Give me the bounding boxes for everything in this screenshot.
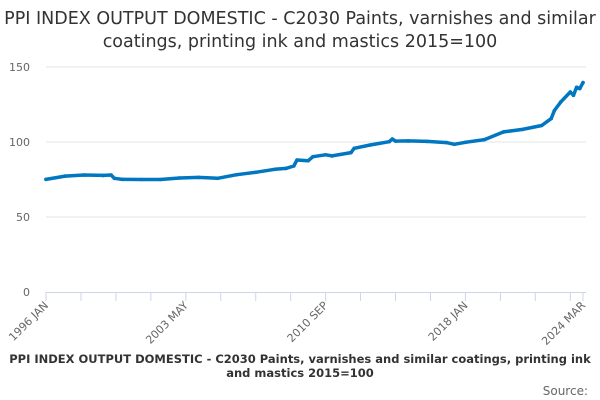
data-point	[349, 150, 353, 155]
data-point	[368, 143, 372, 147]
data-point	[463, 140, 468, 145]
data-point	[578, 86, 582, 91]
data-point	[549, 116, 554, 121]
source-label: Source:	[542, 384, 588, 398]
y-tick-label: 0	[23, 286, 30, 299]
data-point	[253, 170, 258, 175]
data-point	[352, 146, 357, 151]
data-point	[574, 85, 579, 90]
data-point	[272, 167, 277, 172]
data-point	[292, 164, 296, 168]
line-chart: 0 50 100 150 1996 JAN 2003 MAY 2010 SEP 2018 JA…	[6, 61, 588, 348]
data-point	[323, 152, 328, 157]
x-tick-label: 2018 JAN	[426, 299, 471, 344]
data-point	[101, 173, 105, 178]
data-point	[425, 139, 430, 144]
data-point	[482, 137, 487, 142]
x-tick-label: 1996 JAN	[6, 299, 51, 344]
data-point	[306, 158, 310, 163]
data-point	[520, 127, 525, 132]
data-point	[158, 177, 163, 182]
data-point	[390, 137, 395, 141]
data-point	[387, 139, 391, 144]
y-tick-label: 150	[9, 61, 30, 74]
x-tick-label: 2024 MAR	[539, 299, 588, 348]
y-tick-label: 50	[16, 211, 30, 224]
data-point	[571, 93, 576, 98]
data-point	[284, 166, 288, 171]
data-point	[552, 108, 557, 113]
data-point	[63, 174, 67, 178]
data-point	[112, 176, 117, 181]
data-point	[311, 154, 315, 159]
data-point	[196, 175, 201, 180]
data-point	[558, 100, 563, 104]
x-tick-label: 2003 MAY	[143, 299, 191, 347]
data-point	[139, 177, 144, 182]
data-point	[539, 123, 544, 128]
data-point	[215, 176, 220, 181]
data-point	[444, 140, 449, 145]
data-point	[568, 90, 573, 94]
data-point	[120, 177, 125, 182]
data-point	[295, 158, 299, 162]
x-tick-label: 2010 SEP	[285, 299, 331, 345]
data-point	[234, 172, 239, 177]
y-tick-label: 100	[9, 136, 30, 149]
data-point	[581, 80, 585, 85]
data-point	[501, 130, 506, 134]
data-point	[177, 176, 182, 180]
data-point	[330, 154, 334, 158]
data-point	[82, 173, 86, 177]
data-point	[406, 139, 411, 143]
data-point	[109, 173, 113, 177]
footer-title: PPI INDEX OUTPUT DOMESTIC - C2030 Paints…	[9, 352, 591, 380]
data-point	[452, 142, 457, 147]
data-point	[44, 177, 48, 182]
data-point	[393, 139, 398, 143]
chart-title: PPI INDEX OUTPUT DOMESTIC - C2030 Paints…	[4, 9, 596, 52]
